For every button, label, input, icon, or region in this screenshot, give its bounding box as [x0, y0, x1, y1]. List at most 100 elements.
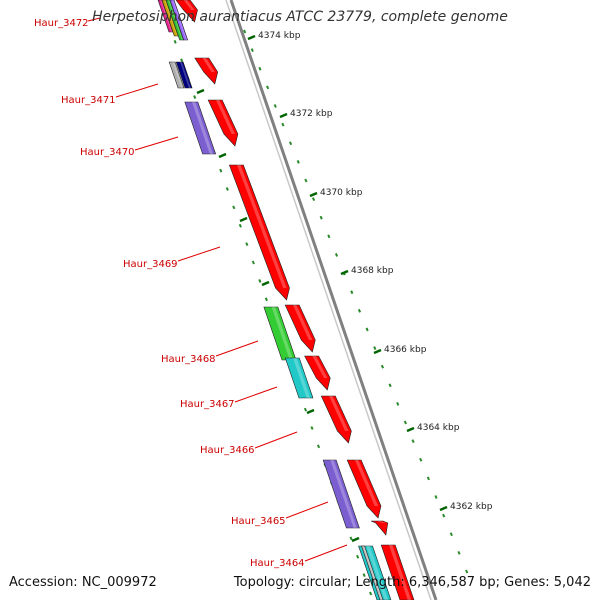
ruler-minor-tick	[266, 85, 270, 90]
reverse-gene-purple-shape	[169, 0, 189, 41]
ruler-minor-tick	[396, 402, 400, 406]
inner-ruler-minor-tick	[303, 407, 308, 412]
gene-label-leader	[134, 136, 179, 151]
ruler-label: 4364 kbp	[417, 423, 460, 433]
gene-label-leader	[234, 386, 278, 403]
forward-gene-highlight	[312, 356, 328, 378]
inner-ruler-major-tick	[306, 408, 315, 415]
ruler-minor-tick	[403, 420, 407, 425]
forward-gene-highlight	[215, 100, 236, 134]
ruler-major-tick	[406, 426, 415, 433]
gene-label: Haur_3468	[161, 354, 216, 365]
inner-ruler-minor-tick	[349, 536, 353, 541]
reverse-gene-purple-highlight	[330, 460, 357, 528]
inner-ruler-minor-tick	[251, 260, 255, 265]
forward-gene	[194, 57, 219, 85]
inner-ruler-minor-tick	[310, 426, 314, 430]
gene-label: Haur_3470	[80, 147, 135, 158]
ruler-minor-tick	[350, 290, 354, 295]
gene-label: Haur_3472	[34, 18, 89, 29]
ruler-minor-tick	[380, 364, 385, 369]
ruler-minor-tick	[311, 197, 316, 201]
forward-gene-shape	[175, 0, 198, 23]
gene-label: Haur_3469	[123, 259, 178, 270]
inner-ruler-minor-tick	[232, 205, 236, 210]
gene-label: Haur_3467	[180, 399, 235, 410]
forward-gene-highlight	[329, 396, 349, 431]
gene-label: Haur_3466	[200, 445, 255, 456]
ruler-minor-tick	[388, 383, 392, 388]
ruler-major-tick	[247, 34, 256, 41]
ruler-major-tick	[309, 191, 318, 198]
reverse-gene-purple	[322, 459, 360, 529]
ruler-labels: 4374 kbp 4372 kbp 4370 kbp 4368 kbp 4366 kbp…	[258, 31, 493, 512]
ruler-minor-tick	[243, 29, 247, 34]
map-title: Herpetosiphon aurantiacus ATCC 23779, co…	[92, 9, 508, 25]
inner-ruler-major-tick	[351, 536, 360, 543]
reverse-gene-navy	[175, 61, 193, 89]
gene-label-leader	[87, 17, 101, 22]
forward-gene-shape	[228, 164, 290, 301]
ruler-label: 4368 kbp	[351, 266, 394, 276]
forward-gene	[175, 0, 198, 23]
inner-ruler-minor-tick	[173, 39, 177, 44]
reverse-gene-navy-shape	[175, 61, 193, 89]
ruler-minor-tick	[273, 104, 277, 108]
forward-gene	[346, 459, 382, 519]
inner-ruler-minor-tick	[369, 591, 373, 596]
genome-backbone	[225, 0, 438, 601]
ruler-minor-tick	[373, 346, 377, 350]
gene-label: Haur_3464	[250, 558, 305, 569]
forward-gene-highlight	[183, 0, 195, 10]
reverse-gene-purple-highlight	[172, 0, 187, 40]
gene-labels: Haur_3472 Haur_3471 Haur_3470 Haur_3469 Haur…	[34, 17, 348, 569]
forward-gene-shape	[207, 99, 239, 147]
gene-label-leader	[304, 544, 348, 562]
ruler-minor-tick	[258, 66, 262, 71]
ruler-minor-tick	[289, 141, 293, 146]
inner-ruler-minor-tick	[245, 242, 249, 247]
genome-summary-text: Topology: circular; Length: 6,346,587 bp…	[233, 575, 591, 590]
reverse-gene-gray-highlight	[172, 62, 183, 88]
reverse-gene-navy-highlight	[180, 62, 191, 88]
accession-text: Accession: NC_009972	[9, 575, 157, 590]
gene-label-leader	[285, 501, 329, 519]
ruler-minor-tick	[449, 532, 453, 537]
ruler-minor-tick	[327, 234, 331, 239]
gene-label-leader	[115, 83, 159, 98]
ruler-minor-tick	[411, 439, 415, 444]
reverse-gene-cyan-shape	[284, 357, 314, 399]
gene-label-leader	[254, 431, 298, 449]
forward-gene-highlight	[292, 305, 313, 340]
inner-ruler-major-tick	[261, 280, 270, 287]
ruler-minor-tick	[357, 308, 362, 313]
gene-features	[157, 0, 415, 601]
forward-gene	[207, 99, 239, 147]
reverse-gene-cyan	[284, 357, 314, 399]
forward-gene-shape	[284, 304, 316, 353]
reverse-gene-purple-shape	[184, 101, 217, 155]
gene-label-leader	[177, 246, 221, 262]
ruler-minor-tick	[426, 476, 430, 481]
ruler-minor-tick	[296, 159, 300, 164]
backbone-line	[229, 0, 438, 601]
reverse-gene-purple-shape	[322, 459, 360, 529]
inner-ruler-minor-tick	[356, 554, 360, 559]
ruler-minor-tick	[365, 327, 369, 332]
ruler-minor-tick	[457, 550, 461, 555]
forward-gene-shape	[194, 57, 219, 85]
reverse-gene-gray	[168, 61, 185, 89]
inner-ruler-minor-tick	[264, 297, 268, 302]
inner-ruler-minor-tick	[362, 573, 366, 578]
backbone-shadow-line	[225, 0, 432, 601]
forward-gene	[320, 395, 352, 444]
forward-gene-shape	[320, 395, 352, 444]
forward-gene-highlight	[388, 545, 412, 600]
ruler-label: 4362 kbp	[450, 502, 493, 512]
forward-gene	[228, 164, 290, 301]
gene-label: Haur_3465	[231, 516, 286, 527]
forward-gene-highlight	[354, 460, 379, 506]
reverse-gene-gray-shape	[168, 61, 185, 89]
